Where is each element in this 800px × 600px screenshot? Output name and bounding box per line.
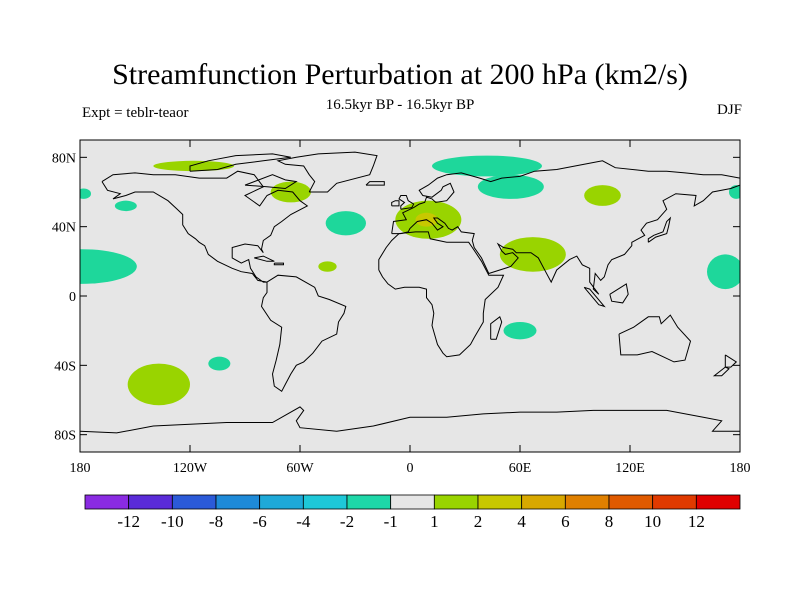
y-tick-label: 0 [69,290,76,305]
experiment-label: Expt = teblr-teaor [82,105,189,121]
coastline [712,366,730,377]
x-tick-label: 60W [286,461,314,476]
anomaly-region [208,356,231,371]
colorbar-label: -1 [384,512,398,531]
coastline [260,274,347,393]
colorbar-label: 12 [688,512,705,531]
colorbar-label: 6 [561,512,570,531]
colorbar-swatch [215,494,261,510]
anomaly-region [318,261,337,272]
colorbar-swatch [564,494,610,510]
colorbar-swatch [652,494,697,510]
anomaly-region [114,200,137,212]
map-background [80,140,740,452]
colorbar-label: 1 [430,512,439,531]
x-tick-label: 180 [730,461,751,476]
colorbar-label: 4 [517,512,526,531]
colorbar-label: -6 [253,512,267,531]
coastline [490,315,503,340]
x-tick-label: 120W [173,461,208,476]
colorbar-swatch [259,494,304,510]
coastline [80,406,740,434]
colorbar-label: -2 [340,512,354,531]
coastline [583,286,606,308]
y-tick-label: 80S [54,429,76,444]
colorbar-swatch [390,494,435,510]
colorbar-label: -12 [117,512,140,531]
y-tick-label: 40S [54,359,76,374]
colorbar-swatch [84,494,130,510]
coastline [724,354,738,368]
plot-title: Streamfunction Perturbation at 200 hPa (… [112,58,688,91]
season-label: DJF [716,102,742,118]
colorbar-swatch [433,494,479,510]
coastline [398,195,415,210]
colorbar-label: 2 [474,512,483,531]
colorbar-label: 8 [605,512,614,531]
anomaly-region [127,363,190,406]
anomaly-region [80,188,91,199]
coastline [244,174,298,190]
coastline [391,200,400,207]
x-tick-label: 60E [509,461,532,476]
coastline [647,216,672,243]
anomaly-region [584,185,621,206]
anomaly-region [325,211,367,236]
coastline [189,153,291,172]
coastline [391,160,740,295]
coastline [365,181,385,186]
colorbar-label: -4 [296,512,311,531]
y-tick-label: 40N [52,221,76,236]
colorbar-label: -10 [161,512,184,531]
anomaly-region [80,249,137,284]
coastline [378,231,505,358]
x-tick-label: 0 [407,461,414,476]
colorbar-label: 10 [644,512,661,531]
colorbar-label: -8 [209,512,223,531]
anomaly-region [477,174,544,199]
plot-subtitle: 16.5kyr BP - 16.5kyr BP [325,97,475,113]
anomaly-region [503,322,537,340]
colorbar-swatch [302,494,348,510]
colorbar: -12 -10 -8 -6 -4 -2 -1 1 2 4 6 8 10 12 [84,494,741,531]
colorbar-swatch [128,494,173,510]
colorbar-swatch [695,494,741,510]
y-tick-label: 80N [52,151,76,166]
coastline [276,151,378,193]
colorbar-swatch [521,494,566,510]
axis-ticks: 80N 40N 0 40S 80S 180 120W 60W 0 60E 120E 180 [52,140,751,476]
coastlines [80,151,740,434]
coastline [273,262,284,266]
coastline [254,255,275,262]
anomaly-contours [80,155,740,406]
coastline [618,314,692,363]
anomaly-region [707,254,740,290]
x-tick-label: 180 [70,461,91,476]
colorbar-swatch [477,494,523,510]
anomaly-region [153,160,234,172]
anomaly-region [729,185,740,199]
x-tick-label: 120E [615,461,645,476]
anomaly-region [432,155,542,177]
colorbar-swatch [346,494,392,510]
colorbar-swatch [608,494,654,510]
coastline [609,283,629,304]
colorbar-swatch [171,494,217,510]
